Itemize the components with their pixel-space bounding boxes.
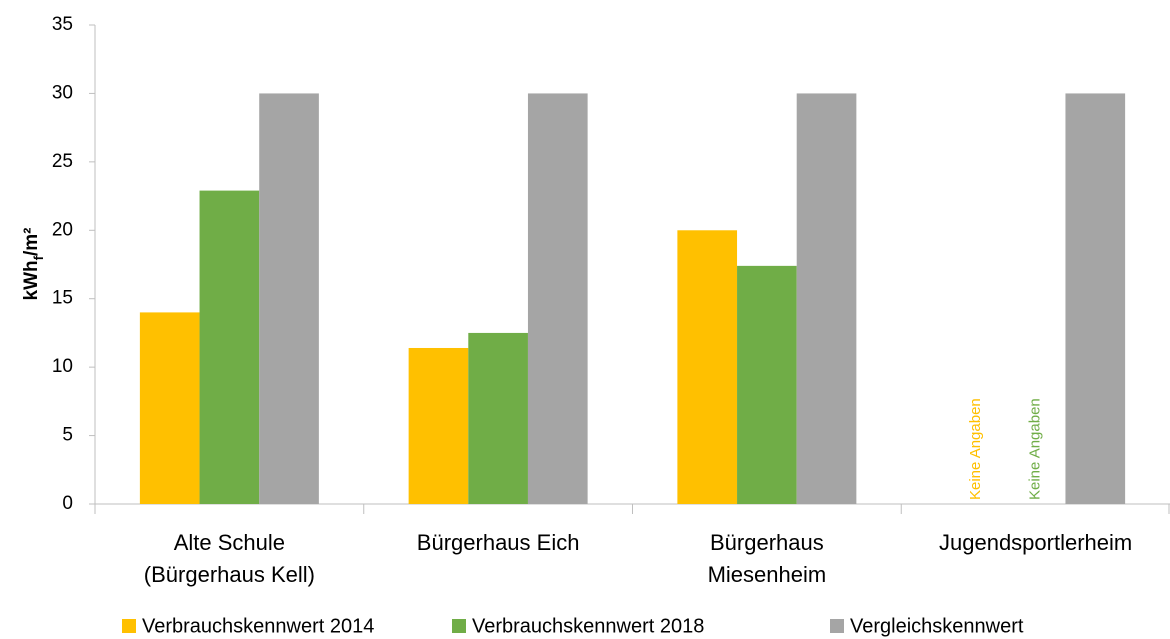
y-label-main: kWh — [21, 260, 42, 300]
bar — [468, 332, 528, 504]
y-tick-label: 5 — [62, 425, 73, 446]
bar — [677, 230, 738, 505]
bar — [1065, 93, 1126, 504]
bar — [408, 347, 469, 504]
y-tick-label: 25 — [52, 151, 73, 172]
y-tick-label: 35 — [52, 14, 73, 35]
y-tick-label: 30 — [52, 82, 73, 103]
y-label-sub: f — [31, 255, 46, 260]
x-tick-label: Bürgerhaus Eich — [417, 530, 580, 555]
bar — [259, 93, 319, 504]
x-tick-label: Alte Schule — [174, 530, 285, 555]
bar — [199, 190, 260, 504]
y-tick-label: 0 — [62, 493, 73, 514]
y-axis-label: kWhf/m² — [21, 228, 46, 301]
legend-label: Vergleichskennwert — [850, 615, 1024, 637]
bar — [737, 265, 797, 504]
bar — [527, 93, 588, 504]
y-tick-label: 10 — [52, 356, 73, 377]
x-tick-label: (Bürgerhaus Kell) — [144, 562, 315, 587]
value-label: Keine Angaben — [967, 398, 984, 500]
bar — [139, 312, 200, 504]
x-tick-label: Jugendsportlerheim — [939, 530, 1132, 555]
legend-swatch — [452, 619, 466, 633]
legend-swatch — [122, 619, 136, 633]
value-label: Keine Angaben — [1027, 398, 1044, 500]
legend-label: Verbrauchskennwert 2018 — [472, 615, 704, 637]
legend-swatch — [830, 619, 844, 633]
bar — [796, 93, 857, 504]
legend-label: Verbrauchskennwert 2014 — [142, 615, 374, 637]
y-tick-label: 15 — [52, 288, 73, 309]
y-tick-label: 20 — [52, 219, 73, 240]
x-tick-label: Miesenheim — [708, 562, 827, 587]
x-tick-label: Bürgerhaus — [710, 530, 824, 555]
y-label-rest: /m² — [21, 228, 42, 257]
